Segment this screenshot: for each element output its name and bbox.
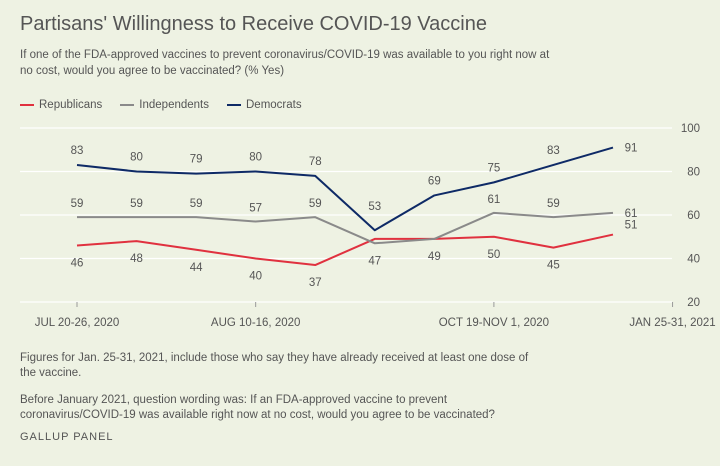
y-tick-label-60: 60: [687, 210, 700, 222]
data-label-democrats-4: 78: [309, 156, 322, 168]
legend-item-democrats: Democrats: [227, 99, 302, 111]
series-line-democrats: [76, 146, 614, 232]
note-dose: Figures for Jan. 25-31, 2021, include th…: [20, 352, 529, 379]
data-label-independents-8: 59: [547, 198, 560, 210]
data-label-democrats-6: 69: [428, 175, 441, 187]
data-label-independents-4: 59: [309, 198, 322, 210]
data-label-republicans-1: 48: [130, 253, 143, 265]
chart-subtitle: If one of the FDA-approved vaccines to p…: [20, 49, 550, 77]
data-label-independents-9: 61: [625, 208, 638, 220]
data-label-republicans-9: 51: [625, 220, 638, 232]
data-label-democrats-2: 79: [190, 154, 203, 166]
legend-label-republicans: Republicans: [39, 99, 103, 111]
data-label-democrats-1: 80: [130, 152, 143, 164]
data-label-democrats-3: 80: [249, 152, 262, 164]
data-label-democrats-8: 83: [547, 145, 560, 157]
data-label-republicans-4: 37: [309, 277, 322, 289]
data-label-republicans-0: 46: [71, 257, 84, 269]
series-line-independents: [77, 211, 614, 245]
data-label-republicans-6: 49: [428, 251, 441, 263]
data-label-independents-1: 59: [130, 198, 143, 210]
data-label-republicans-7: 50: [487, 249, 500, 261]
y-tick-label-100: 100: [681, 123, 700, 135]
y-tick-label-40: 40: [687, 254, 700, 266]
x-tick-label-3: JAN 25-31, 2021: [629, 317, 715, 329]
chart-title: Partisans' Willingness to Receive COVID-…: [20, 13, 487, 35]
y-tick-label-80: 80: [687, 167, 700, 179]
legend-label-democrats: Democrats: [246, 99, 302, 111]
x-tick-label-1: AUG 10-16, 2020: [211, 317, 301, 329]
data-label-republicans-2: 44: [190, 262, 203, 274]
data-label-republicans-8: 45: [547, 260, 560, 272]
data-label-independents-5: 47: [368, 255, 381, 267]
legend-item-independents: Independents: [120, 99, 209, 111]
legend-item-republicans: Republicans: [20, 99, 102, 111]
x-tick-label-2: OCT 19-NOV 1, 2020: [439, 317, 549, 329]
series-line-republicans: [76, 233, 614, 267]
data-label-democrats-7: 75: [487, 162, 500, 174]
data-label-democrats-5: 53: [368, 201, 381, 213]
data-label-republicans-3: 40: [249, 271, 262, 283]
y-tick-label-20: 20: [687, 297, 700, 309]
legend-swatch-democrats: [227, 104, 241, 106]
legend-label-independents: Independents: [139, 99, 209, 111]
data-label-independents-0: 59: [71, 198, 84, 210]
data-label-independents-7: 61: [487, 194, 500, 206]
data-label-independents-2: 59: [190, 198, 203, 210]
data-label-democrats-9: 91: [625, 143, 638, 155]
legend-swatch-republicans: [20, 104, 34, 106]
source-label: GALLUP PANEL: [20, 431, 114, 443]
data-label-democrats-0: 83: [71, 145, 84, 157]
x-tick-label-0: JUL 20-26, 2020: [35, 317, 120, 329]
legend: Republicans Independents Democrats: [20, 99, 302, 111]
note-wording: Before January 2021, question wording wa…: [20, 394, 495, 421]
data-label-independents-3: 57: [249, 203, 262, 215]
legend-swatch-independents: [120, 104, 135, 106]
